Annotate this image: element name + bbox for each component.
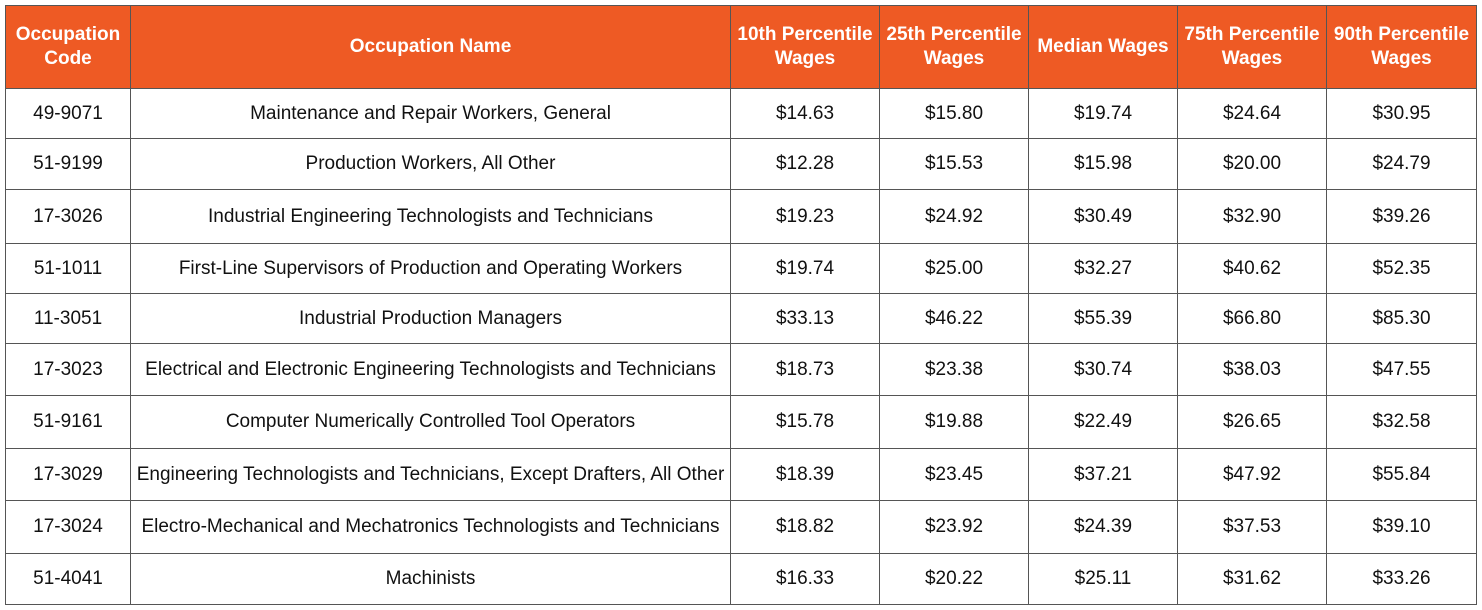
- wage-cell: $33.13: [730, 293, 880, 344]
- table-row: 17-3024 Electro-Mechanical and Mechatroni…: [5, 500, 1477, 554]
- occupation-code: 51-1011: [5, 243, 131, 294]
- wage-cell: $15.53: [879, 138, 1029, 190]
- wage-cell: $22.49: [1028, 395, 1178, 449]
- column-header: 25th Percentile Wages: [879, 5, 1029, 89]
- wage-cell: $33.26: [1326, 553, 1477, 605]
- wage-cell: $18.39: [730, 448, 880, 501]
- column-header: Occupation Code: [5, 5, 131, 89]
- wage-cell: $20.00: [1177, 138, 1327, 190]
- wage-cell: $30.74: [1028, 343, 1178, 396]
- occupation-code: 17-3029: [5, 448, 131, 501]
- wage-cell: $19.74: [1028, 88, 1178, 139]
- wage-cell: $15.98: [1028, 138, 1178, 190]
- wage-cell: $47.92: [1177, 448, 1327, 501]
- occupation-name: Computer Numerically Controlled Tool Ope…: [130, 395, 731, 449]
- wage-cell: $20.22: [879, 553, 1029, 605]
- occupation-code: 49-9071: [5, 88, 131, 139]
- wage-cell: $25.11: [1028, 553, 1178, 605]
- wage-cell: $24.64: [1177, 88, 1327, 139]
- wage-cell: $66.80: [1177, 293, 1327, 344]
- wage-cell: $85.30: [1326, 293, 1477, 344]
- wage-cell: $38.03: [1177, 343, 1327, 396]
- wage-cell: $12.28: [730, 138, 880, 190]
- wage-cell: $55.84: [1326, 448, 1477, 501]
- table-body: 49-9071 Maintenance and Repair Workers, G…: [5, 88, 1477, 605]
- occupation-name: Industrial Production Managers: [130, 293, 731, 344]
- occupation-code: 11-3051: [5, 293, 131, 344]
- wage-cell: $32.90: [1177, 189, 1327, 244]
- occupation-code: 51-9199: [5, 138, 131, 190]
- occupation-name: Production Workers, All Other: [130, 138, 731, 190]
- wage-cell: $14.63: [730, 88, 880, 139]
- wage-cell: $30.95: [1326, 88, 1477, 139]
- wage-cell: $23.45: [879, 448, 1029, 501]
- wage-cell: $30.49: [1028, 189, 1178, 244]
- occupation-code: 17-3026: [5, 189, 131, 244]
- table-row: 11-3051 Industrial Production Managers $33…: [5, 293, 1477, 344]
- table-row: 51-1011 First-Line Supervisors of Product…: [5, 243, 1477, 294]
- occupation-name: Electrical and Electronic Engineering Te…: [130, 343, 731, 396]
- wage-cell: $31.62: [1177, 553, 1327, 605]
- wage-cell: $23.38: [879, 343, 1029, 396]
- table-row: 17-3029 Engineering Technologists and Tec…: [5, 448, 1477, 501]
- table-row: 51-9199 Production Workers, All Other $12.…: [5, 138, 1477, 190]
- wage-cell: $39.26: [1326, 189, 1477, 244]
- wage-cell: $15.78: [730, 395, 880, 449]
- occupation-code: 17-3023: [5, 343, 131, 396]
- wage-cell: $39.10: [1326, 500, 1477, 554]
- header-row: Occupation Code Occupation Name 10th Perce…: [5, 5, 1477, 89]
- wage-cell: $37.21: [1028, 448, 1178, 501]
- column-header: Occupation Name: [130, 5, 731, 89]
- wage-cell: $15.80: [879, 88, 1029, 139]
- wage-cell: $32.58: [1326, 395, 1477, 449]
- column-header: 75th Percentile Wages: [1177, 5, 1327, 89]
- occupation-code: 51-9161: [5, 395, 131, 449]
- occupation-name: Electro-Mechanical and Mechatronics Tech…: [130, 500, 731, 554]
- wage-table: Occupation Code Occupation Name 10th Perce…: [5, 5, 1477, 605]
- wage-cell: $24.39: [1028, 500, 1178, 554]
- wage-cell: $19.74: [730, 243, 880, 294]
- wage-cell: $19.88: [879, 395, 1029, 449]
- column-header: 90th Percentile Wages: [1326, 5, 1477, 89]
- wage-cell: $55.39: [1028, 293, 1178, 344]
- wage-cell: $18.82: [730, 500, 880, 554]
- wage-cell: $40.62: [1177, 243, 1327, 294]
- wage-cell: $47.55: [1326, 343, 1477, 396]
- wage-cell: $46.22: [879, 293, 1029, 344]
- wage-cell: $24.92: [879, 189, 1029, 244]
- table-container: Occupation Code Occupation Name 10th Perce…: [5, 5, 1477, 605]
- occupation-code: 17-3024: [5, 500, 131, 554]
- wage-cell: $23.92: [879, 500, 1029, 554]
- wage-cell: $26.65: [1177, 395, 1327, 449]
- occupation-name: Maintenance and Repair Workers, General: [130, 88, 731, 139]
- wage-cell: $25.00: [879, 243, 1029, 294]
- column-header: 10th Percentile Wages: [730, 5, 880, 89]
- occupation-name: Engineering Technologists and Technician…: [130, 448, 731, 501]
- wage-cell: $24.79: [1326, 138, 1477, 190]
- occupation-code: 51-4041: [5, 553, 131, 605]
- table-row: 51-4041 Machinists $16.33 $20.22 $25.11 $31.6…: [5, 553, 1477, 605]
- table-row: 49-9071 Maintenance and Repair Workers, G…: [5, 88, 1477, 139]
- occupation-name: Industrial Engineering Technologists and…: [130, 189, 731, 244]
- occupation-name: Machinists: [130, 553, 731, 605]
- wage-cell: $16.33: [730, 553, 880, 605]
- table-row: 17-3023 Electrical and Electronic Enginee…: [5, 343, 1477, 396]
- column-header: Median Wages: [1028, 5, 1178, 89]
- table-header: Occupation Code Occupation Name 10th Perce…: [5, 5, 1477, 89]
- table-row: 17-3026 Industrial Engineering Technologi…: [5, 189, 1477, 244]
- table-row: 51-9161 Computer Numerically Controlled T…: [5, 395, 1477, 449]
- wage-cell: $18.73: [730, 343, 880, 396]
- wage-cell: $19.23: [730, 189, 880, 244]
- occupation-name: First-Line Supervisors of Production and…: [130, 243, 731, 294]
- wage-cell: $32.27: [1028, 243, 1178, 294]
- wage-cell: $52.35: [1326, 243, 1477, 294]
- wage-cell: $37.53: [1177, 500, 1327, 554]
